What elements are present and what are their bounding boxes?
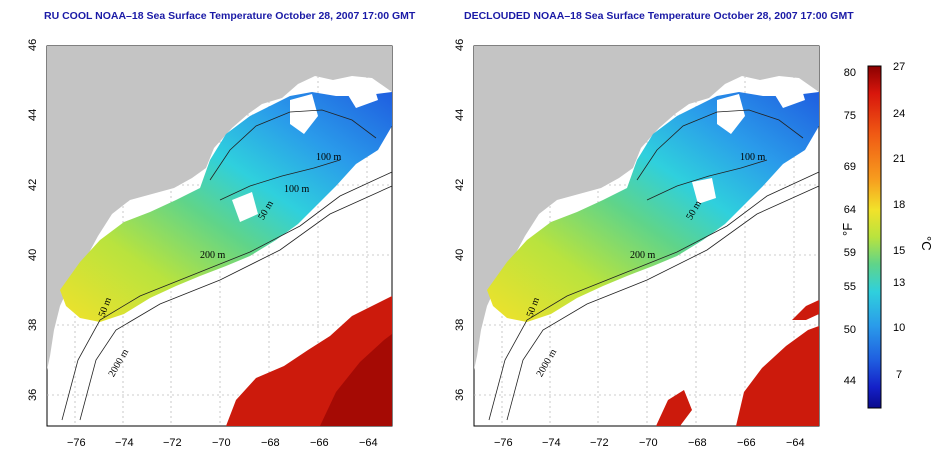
left-contour-label-100m-b: 100 m — [284, 184, 310, 195]
colorbar-celsius-label: °C — [919, 236, 934, 251]
left-x-tick-74: −74 — [115, 437, 134, 449]
left-x-tick-66: −66 — [310, 437, 329, 449]
right-warm-water — [656, 300, 819, 426]
cb-c-tick-18: 18 — [893, 199, 905, 211]
right-y-ticks: 36 38 40 42 44 46 — [454, 39, 466, 401]
cb-f-tick-75: 75 — [844, 110, 856, 122]
right-x-tick-76: −76 — [494, 437, 513, 449]
cb-c-tick-21: 21 — [893, 153, 905, 165]
cb-f-tick-64: 64 — [844, 204, 856, 216]
right-x-tick-66: −66 — [737, 437, 756, 449]
colorbar-gradient — [867, 65, 882, 409]
right-landmass — [474, 46, 819, 370]
left-y-tick-44: 44 — [27, 109, 39, 121]
right-y-tick-46: 46 — [454, 39, 466, 51]
left-map-title: RU COOL NOAA–18 Sea Surface Temperature … — [44, 10, 416, 22]
left-map-panel: 100 m 100 m 50 m 200 m 50 m 2000 m −76 −… — [27, 39, 393, 449]
cb-f-tick-69: 69 — [844, 161, 856, 173]
colorbar-fahrenheit-ticks: 80 75 69 64 59 55 50 44 — [844, 67, 856, 387]
left-x-ticks: −76 −74 −72 −70 −68 −66 −64 — [67, 437, 378, 449]
right-map-panel: 100 m 50 m 200 m 50 m 2000 m −76 −74 −72… — [454, 39, 820, 449]
cb-c-tick-13: 13 — [893, 277, 905, 289]
left-y-tick-36: 36 — [27, 389, 39, 401]
right-x-ticks: −76 −74 −72 −70 −68 −66 −64 — [494, 437, 805, 449]
cb-c-tick-10: 10 — [893, 322, 905, 334]
right-x-tick-64: −64 — [786, 437, 805, 449]
right-nova-scotia — [759, 46, 819, 66]
right-y-tick-44: 44 — [454, 109, 466, 121]
cb-f-tick-59: 59 — [844, 247, 856, 259]
colorbar: 80 75 69 64 59 55 50 44 27 24 21 18 15 1… — [840, 61, 934, 409]
left-nova-scotia — [332, 46, 392, 66]
right-x-tick-70: −70 — [639, 437, 658, 449]
right-x-tick-74: −74 — [542, 437, 561, 449]
left-landmass — [47, 46, 392, 370]
left-warm-water-dark — [320, 334, 392, 426]
right-sst-field — [487, 92, 819, 322]
right-x-tick-68: −68 — [688, 437, 707, 449]
colorbar-fahrenheit-label: °F — [840, 223, 855, 236]
cb-f-tick-50: 50 — [844, 324, 856, 336]
left-x-tick-64: −64 — [359, 437, 378, 449]
cb-f-tick-80: 80 — [844, 67, 856, 79]
left-y-tick-38: 38 — [27, 319, 39, 331]
left-y-tick-46: 46 — [27, 39, 39, 51]
cb-f-tick-55: 55 — [844, 281, 856, 293]
cb-c-tick-7: 7 — [896, 369, 902, 381]
right-contour-label-200m: 200 m — [630, 250, 656, 261]
cb-c-tick-24: 24 — [893, 108, 905, 120]
cb-c-tick-27: 27 — [893, 61, 905, 73]
right-isobaths — [488, 109, 820, 421]
right-y-tick-36: 36 — [454, 389, 466, 401]
left-y-tick-42: 42 — [27, 179, 39, 191]
colorbar-celsius-ticks: 27 24 21 18 15 13 10 7 — [893, 61, 905, 381]
left-y-tick-40: 40 — [27, 249, 39, 261]
left-sst-field — [60, 92, 392, 322]
cb-c-tick-15: 15 — [893, 245, 905, 257]
left-contour-label-200m: 200 m — [200, 250, 226, 261]
right-y-tick-38: 38 — [454, 319, 466, 331]
right-contour-label-100m: 100 m — [740, 152, 766, 163]
cb-f-tick-44: 44 — [844, 375, 856, 387]
right-y-tick-40: 40 — [454, 249, 466, 261]
right-map-title: DECLOUDED NOAA–18 Sea Surface Temperatur… — [464, 10, 854, 22]
right-x-tick-72: −72 — [590, 437, 609, 449]
left-isobaths — [61, 109, 393, 421]
left-y-ticks: 36 38 40 42 44 46 — [27, 39, 39, 401]
left-cloud-patches — [232, 80, 378, 222]
left-contour-label-100m-a: 100 m — [316, 152, 342, 163]
left-x-tick-70: −70 — [212, 437, 231, 449]
left-x-tick-72: −72 — [163, 437, 182, 449]
left-x-tick-76: −76 — [67, 437, 86, 449]
left-x-tick-68: −68 — [261, 437, 280, 449]
right-y-tick-42: 42 — [454, 179, 466, 191]
